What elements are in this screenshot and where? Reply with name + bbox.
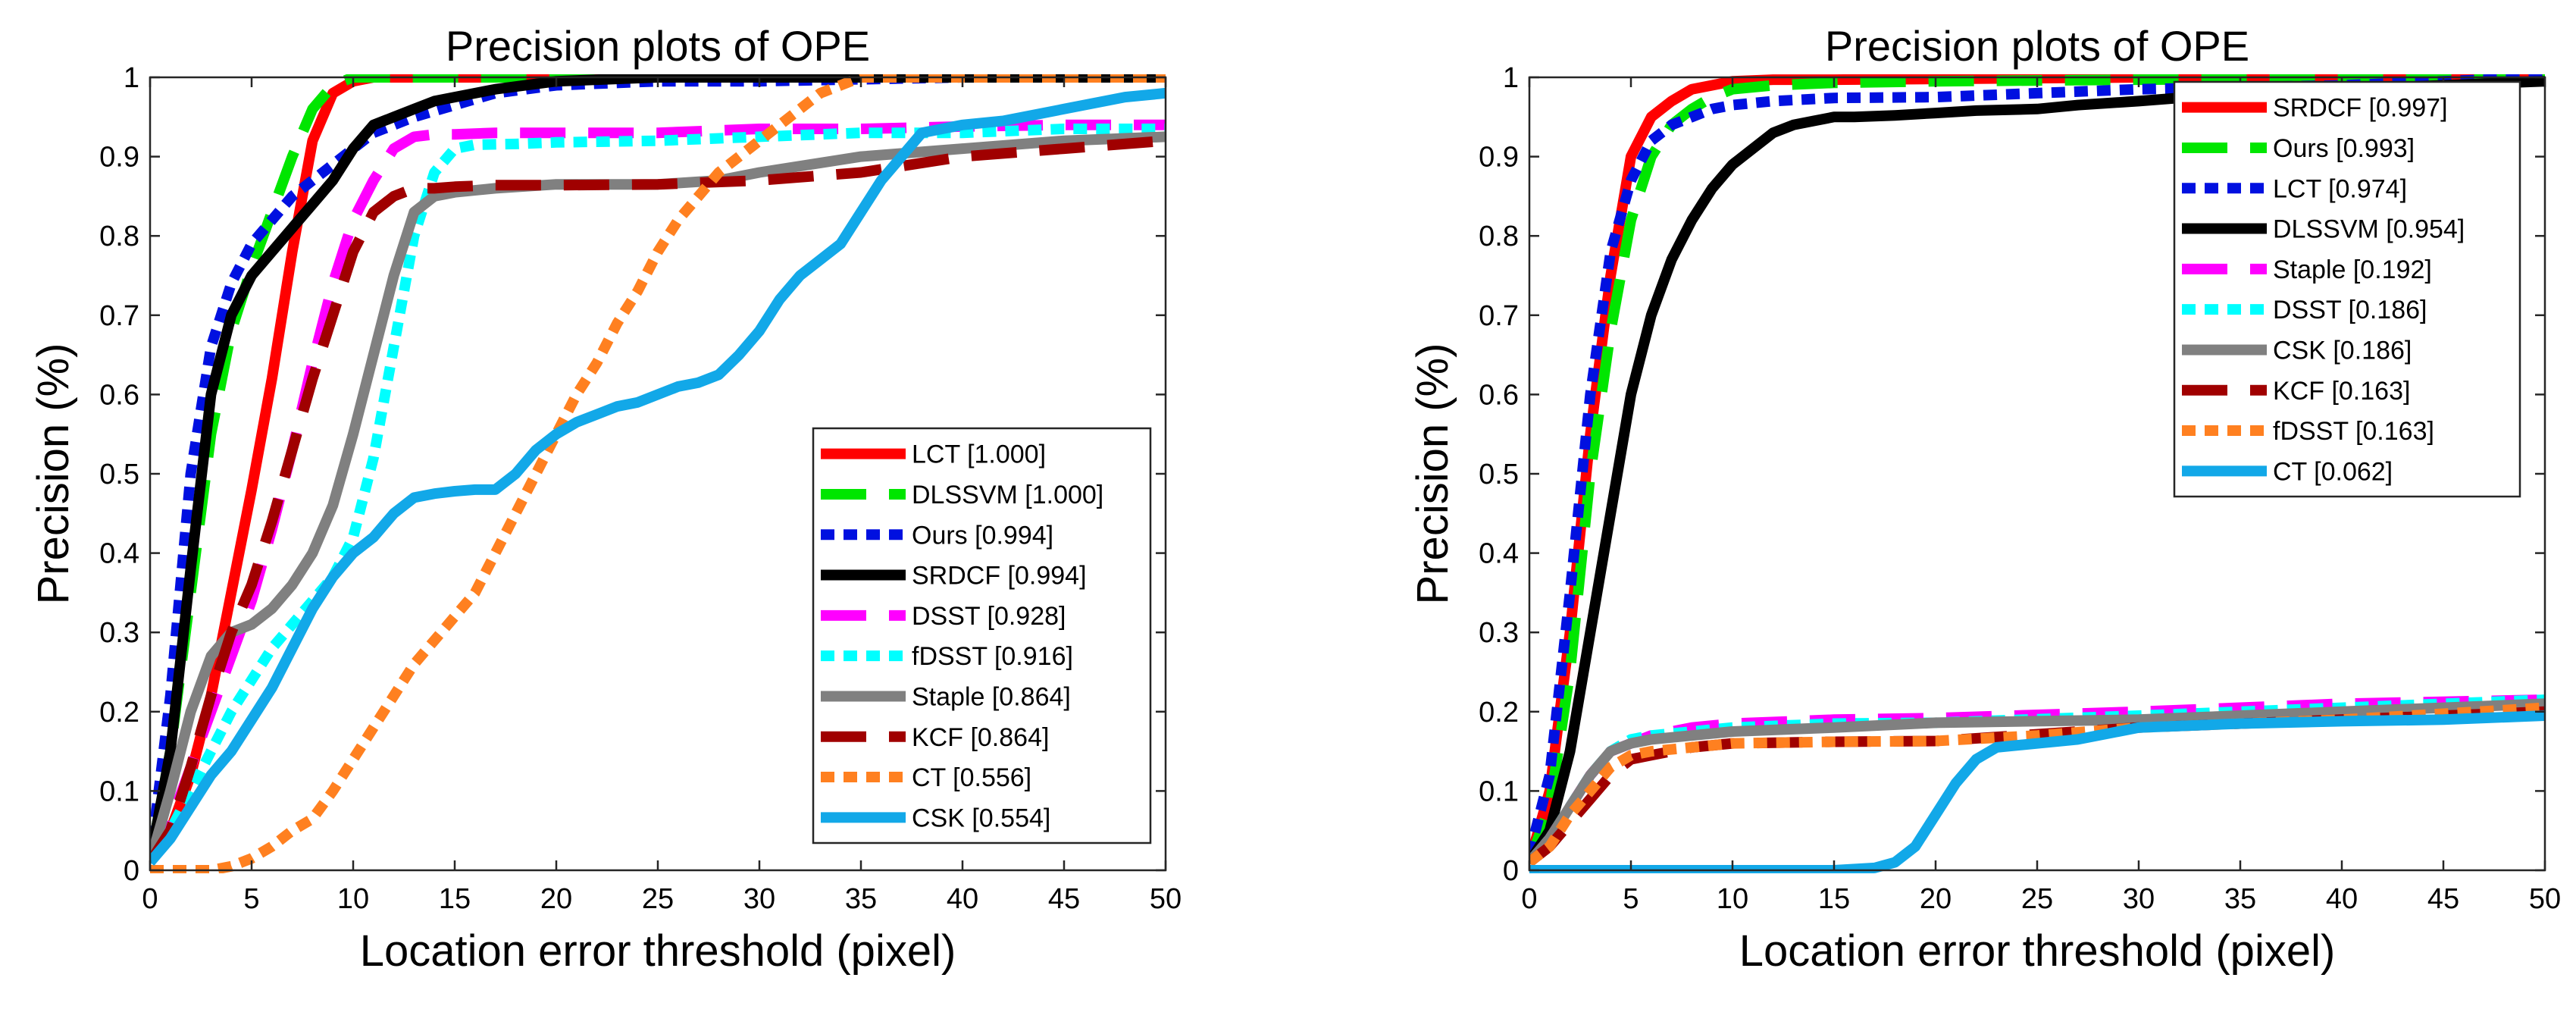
chart1-xlabel: Location error threshold (pixel) bbox=[360, 926, 956, 976]
chart1-ytick-label: 0.2 bbox=[99, 697, 139, 729]
chart2-series-7-line bbox=[1529, 698, 2545, 866]
chart1-xtick-label: 25 bbox=[642, 883, 674, 915]
chart1-legend-label-1: LCT [1.000] bbox=[912, 440, 1046, 469]
chart1-xtick-label: 15 bbox=[439, 883, 471, 915]
chart2-xtick-label: 10 bbox=[1717, 883, 1748, 915]
chart1-ytick-label: 0.9 bbox=[99, 142, 139, 174]
chart2-ylabel: Precision (%) bbox=[1408, 343, 1457, 605]
chart1-ytick-label: 0.6 bbox=[99, 379, 139, 411]
chart2-ytick-label: 0.6 bbox=[1479, 379, 1519, 411]
chart1-ytick-label: 0.8 bbox=[99, 221, 139, 252]
chart2-legend-label-2: Ours [0.993] bbox=[2273, 134, 2415, 163]
chart2-legend-label-3: LCT [0.974] bbox=[2273, 174, 2407, 203]
chart1-xtick-label: 5 bbox=[243, 883, 259, 915]
chart1-legend-label-10: CSK [0.554] bbox=[912, 804, 1050, 832]
chart1-xtick-label: 20 bbox=[540, 883, 572, 915]
chart1-ytick-label: 0 bbox=[124, 855, 139, 887]
chart2-legend-label-4: DLSSVM [0.954] bbox=[2273, 215, 2465, 244]
chart1-series-9-line bbox=[150, 74, 1166, 873]
chart2-ytick-label: 1 bbox=[1503, 62, 1519, 94]
chart2-xtick-label: 35 bbox=[2224, 883, 2256, 915]
chart2-ytick-label: 0.7 bbox=[1479, 300, 1519, 332]
chart2-title: Precision plots of OPE bbox=[1825, 22, 2249, 70]
chart2-legend-box bbox=[2173, 80, 2521, 498]
chart2-xtick-label: 15 bbox=[1818, 883, 1850, 915]
chart2: 0 5 10 15 20 25 30 35 40 45 50 0 0.1 0.2 0.3 0.4 0.5 0.6 0… bbox=[1408, 22, 2561, 976]
chart1-ylabel: Precision (%) bbox=[29, 343, 78, 605]
chart1-xtick-label: 35 bbox=[845, 883, 877, 915]
chart2-legend-label-8: KCF [0.163] bbox=[2273, 377, 2410, 406]
chart2-xtick-label: 0 bbox=[1521, 883, 1537, 915]
chart1: 0 5 10 15 20 25 30 35 40 45 50 0 0.1 0.2 0.3 0.4 0.5 0.6 0… bbox=[29, 22, 1182, 976]
chart2-ytick-label: 0 bbox=[1503, 855, 1519, 887]
chart1-title: Precision plots of OPE bbox=[446, 22, 870, 70]
chart2-xtick-label: 50 bbox=[2529, 883, 2561, 915]
chart1-xtick-label: 50 bbox=[1150, 883, 1182, 915]
chart1-legend-label-5: DSST [0.928] bbox=[912, 602, 1066, 631]
chart2-legend-label-10: CT [0.062] bbox=[2273, 457, 2393, 486]
chart2-xtick-label: 20 bbox=[1920, 883, 1952, 915]
chart1-legend-label-7: Staple [0.864] bbox=[912, 682, 1071, 711]
chart2-legend: SRDCF [0.997] Ours [0.993] LCT [0.974] DLSS… bbox=[2173, 80, 2521, 498]
chart1-xtick-label: 10 bbox=[337, 883, 369, 915]
chart2-ytick-label: 0.8 bbox=[1479, 221, 1519, 252]
chart1-ytick-label: 0.7 bbox=[99, 300, 139, 332]
chart2-legend-label-9: fDSST [0.163] bbox=[2273, 417, 2434, 446]
chart1-series-6-line bbox=[150, 124, 1166, 866]
chart2-xlabel: Location error threshold (pixel) bbox=[1739, 926, 2336, 976]
chart2-xtick-label: 45 bbox=[2427, 883, 2459, 915]
chart2-legend-label-7: CSK [0.186] bbox=[2273, 336, 2412, 365]
chart2-ytick-label: 0.2 bbox=[1479, 697, 1519, 729]
chart2-legend-label-6: DSST [0.186] bbox=[2273, 296, 2427, 324]
chart1-xtick-label: 30 bbox=[743, 883, 775, 915]
chart2-ytick-label: 0.9 bbox=[1479, 142, 1519, 174]
chart2-ytick-label: 0.3 bbox=[1479, 617, 1519, 649]
chart2-legend-label-1: SRDCF [0.997] bbox=[2273, 94, 2448, 123]
chart2-xtick-label: 5 bbox=[1623, 883, 1639, 915]
chart1-xtick-label: 40 bbox=[947, 883, 978, 915]
chart1-legend-label-2: DLSSVM [1.000] bbox=[912, 481, 1103, 509]
chart1-ytick-label: 0.5 bbox=[99, 459, 139, 490]
chart2-xtick-label: 25 bbox=[2021, 883, 2053, 915]
chart2-ytick-label: 0.5 bbox=[1479, 459, 1519, 490]
chart1-series-8-line bbox=[150, 135, 1166, 866]
chart1-legend-label-8: KCF [0.864] bbox=[912, 723, 1049, 752]
chart2-legend-label-5: Staple [0.192] bbox=[2273, 255, 2432, 284]
chart1-ytick-label: 0.4 bbox=[99, 538, 139, 570]
chart1-xtick-label: 45 bbox=[1048, 883, 1080, 915]
chart1-ytick-label: 1 bbox=[124, 62, 139, 94]
chart2-ytick-label: 0.4 bbox=[1479, 538, 1519, 570]
chart2-xtick-label: 40 bbox=[2326, 883, 2358, 915]
chart2-series-4-line bbox=[1529, 76, 2545, 866]
chart1-series-group bbox=[150, 74, 1166, 873]
chart1-legend-label-3: Ours [0.994] bbox=[912, 521, 1053, 550]
chart1-ytick-label: 0.1 bbox=[99, 776, 139, 807]
chart2-series-2-line bbox=[1529, 74, 2545, 864]
chart2-series-3-line bbox=[1529, 74, 2545, 856]
chart2-xtick-label: 30 bbox=[2123, 883, 2155, 915]
chart1-legend-label-6: fDSST [0.916] bbox=[912, 642, 1073, 671]
chart1-series-5-line bbox=[150, 119, 1166, 865]
chart1-series-4-line bbox=[150, 74, 1166, 863]
chart1-xtick-label: 0 bbox=[142, 883, 158, 915]
chart1-legend-label-9: CT [0.556] bbox=[912, 763, 1031, 792]
chart1-series-10-line bbox=[150, 87, 1166, 866]
chart2-ytick-label: 0.1 bbox=[1479, 776, 1519, 807]
chart1-ytick-label: 0.3 bbox=[99, 617, 139, 649]
chart1-legend: LCT [1.000] DLSSVM [1.000] Ours [0.994] SRD… bbox=[812, 427, 1152, 844]
chart1-legend-label-4: SRDCF [0.994] bbox=[912, 562, 1087, 591]
chart2-series-8-line bbox=[1529, 706, 2545, 867]
